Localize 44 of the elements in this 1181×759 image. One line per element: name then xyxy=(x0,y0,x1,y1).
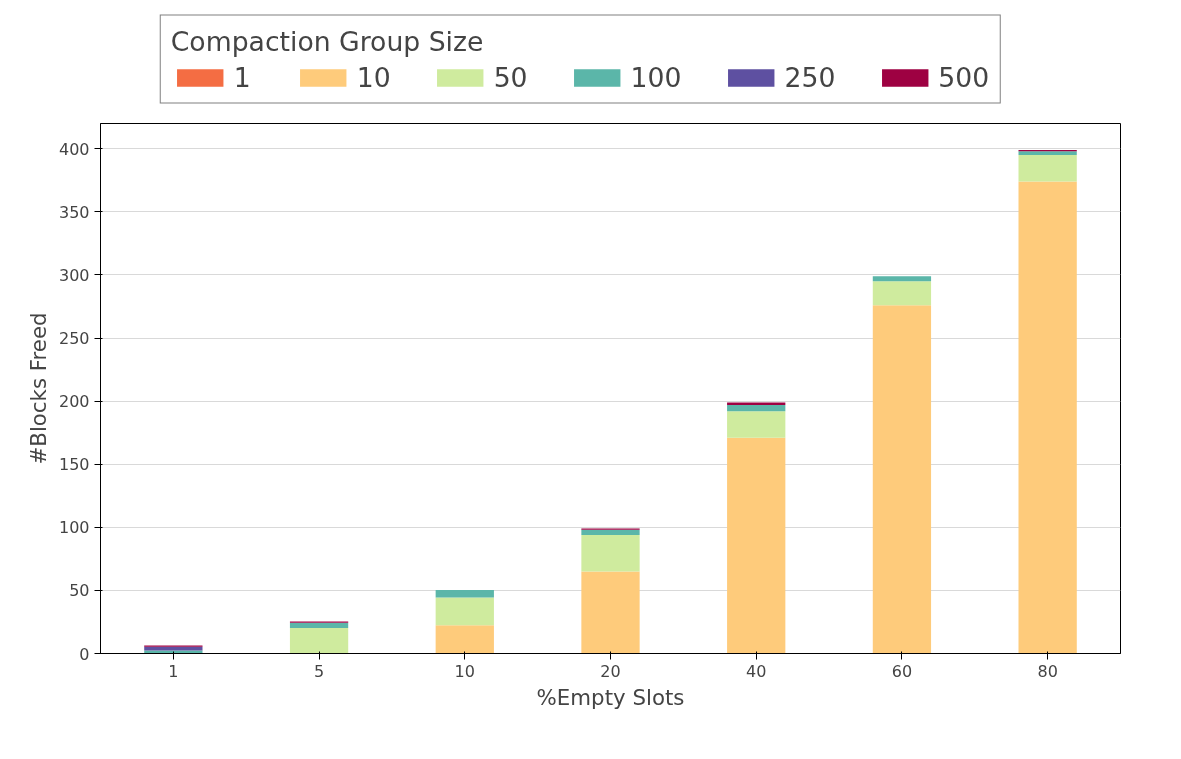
x-axis-title: %Empty Slots xyxy=(536,684,685,710)
legend-label: 1 xyxy=(233,61,252,93)
bar xyxy=(872,305,932,654)
y-tick-label: 250 xyxy=(58,329,90,349)
x-tick-label: 40 xyxy=(746,661,767,681)
bar xyxy=(1018,151,1077,156)
x-tick-label: 5 xyxy=(313,661,325,681)
x-tick-label: 10 xyxy=(454,661,475,681)
y-tick-label: 100 xyxy=(58,518,90,538)
bar xyxy=(144,646,203,651)
bar xyxy=(727,437,786,654)
bar xyxy=(435,597,494,626)
y-axis-title: #Blocks Freed xyxy=(25,312,51,465)
bar xyxy=(727,402,786,405)
legend-title: Compaction Group Size xyxy=(170,25,485,57)
bar xyxy=(289,622,349,628)
x-tick-label: 20 xyxy=(600,661,621,681)
bar xyxy=(581,529,640,535)
legend-label: 100 xyxy=(630,61,682,93)
bar xyxy=(435,625,494,654)
bar xyxy=(727,411,786,438)
legend-label: 50 xyxy=(493,61,528,93)
y-tick-label: 200 xyxy=(58,392,90,412)
bar xyxy=(289,627,349,654)
y-tick-label: 350 xyxy=(58,202,90,222)
bar xyxy=(581,571,640,654)
bar xyxy=(727,404,786,412)
bar xyxy=(1018,181,1077,654)
legend-label: 500 xyxy=(938,61,990,93)
bar xyxy=(581,534,640,572)
legend-label: 250 xyxy=(784,61,836,93)
x-tick-label: 60 xyxy=(891,661,913,681)
y-tick-label: 0 xyxy=(79,644,90,664)
x-tick-label: 80 xyxy=(1037,661,1058,681)
y-tick-label: 50 xyxy=(69,581,90,601)
y-tick-label: 300 xyxy=(58,265,90,285)
bar xyxy=(435,590,494,598)
y-tick-label: 400 xyxy=(58,139,90,159)
bar xyxy=(1018,155,1077,182)
y-tick-label: 150 xyxy=(58,455,90,475)
bar xyxy=(872,276,932,282)
bar xyxy=(872,281,932,306)
legend-label: 10 xyxy=(356,61,391,93)
x-tick-label: 1 xyxy=(168,661,179,681)
